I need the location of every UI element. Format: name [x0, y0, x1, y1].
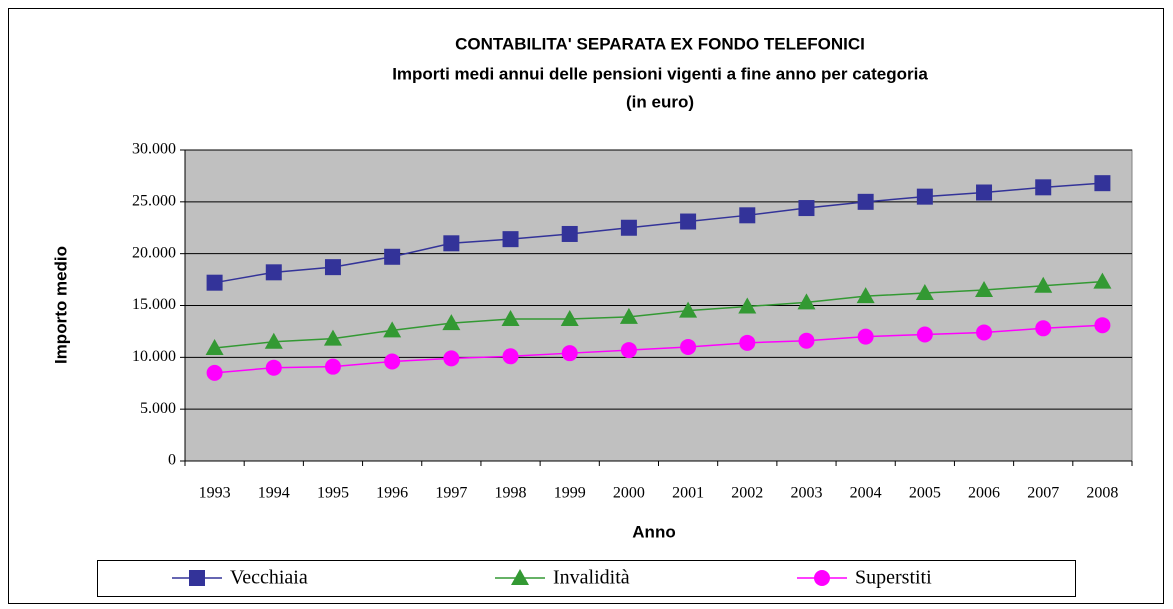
marker — [619, 307, 638, 324]
marker — [1094, 175, 1111, 192]
marker — [739, 207, 756, 224]
marker — [680, 338, 697, 355]
marker — [1035, 179, 1052, 196]
marker — [620, 219, 637, 236]
x-tick-label: 2003 — [790, 485, 822, 502]
y-axis-label: Importo medio — [51, 246, 70, 364]
x-tick-label: 2008 — [1086, 485, 1118, 502]
marker — [857, 328, 874, 345]
marker — [1093, 272, 1112, 289]
marker — [620, 342, 637, 359]
marker — [443, 235, 460, 252]
marker — [206, 274, 223, 291]
x-tick-label: 1994 — [258, 485, 290, 502]
marker — [975, 280, 994, 297]
marker — [680, 213, 697, 230]
legend — [97, 560, 1076, 597]
marker — [511, 569, 529, 585]
x-tick-label: 2006 — [968, 485, 1000, 502]
marker — [814, 570, 830, 586]
marker — [384, 353, 401, 370]
marker — [738, 297, 757, 314]
marker — [502, 348, 519, 365]
marker — [501, 309, 520, 326]
marker — [1034, 276, 1053, 293]
x-tick-label: 2002 — [731, 485, 763, 502]
x-tick-label: 1995 — [317, 485, 349, 502]
x-tick-label: 1996 — [376, 485, 408, 502]
marker — [560, 309, 579, 326]
marker — [264, 332, 283, 349]
marker — [265, 264, 282, 281]
x-tick-label: 2005 — [909, 485, 941, 502]
series-line — [214, 182, 1103, 284]
marker — [916, 188, 933, 205]
marker — [797, 293, 816, 310]
marker — [502, 231, 519, 248]
marker — [265, 359, 282, 376]
marker — [205, 339, 224, 356]
x-tick-label: 1998 — [495, 485, 527, 502]
marker — [442, 314, 461, 331]
marker — [857, 193, 874, 210]
marker — [798, 200, 815, 217]
x-tick-label: 1999 — [554, 485, 586, 502]
marker — [384, 248, 401, 265]
y-tick-label: 10.000 — [132, 348, 176, 365]
marker — [739, 334, 756, 351]
marker — [976, 324, 993, 341]
marker — [324, 358, 341, 375]
marker — [206, 364, 223, 381]
marker — [383, 321, 402, 338]
x-tick-label: 2004 — [850, 485, 882, 502]
marker — [561, 345, 578, 362]
marker — [1035, 320, 1052, 337]
chart-title: (in euro) — [626, 92, 694, 111]
y-tick-label: 20.000 — [132, 244, 176, 261]
marker — [798, 332, 815, 349]
marker — [679, 301, 698, 318]
marker — [976, 184, 993, 201]
legend-label: Invalidità — [553, 567, 630, 589]
x-tick-label: 2001 — [672, 485, 704, 502]
marker — [915, 284, 934, 301]
chart-title: CONTABILITA' SEPARATA EX FONDO TELEFONIC… — [455, 34, 865, 53]
y-tick-label: 5.000 — [140, 400, 176, 417]
marker — [323, 329, 342, 346]
y-tick-label: 30.000 — [132, 141, 176, 158]
y-tick-label: 0 — [168, 452, 176, 469]
y-tick-label: 25.000 — [132, 193, 176, 210]
marker — [443, 350, 460, 367]
marker — [916, 326, 933, 343]
legend-label: Vecchiaia — [230, 567, 308, 589]
marker — [324, 259, 341, 276]
x-axis-label: Anno — [632, 522, 675, 541]
y-tick-label: 15.000 — [132, 296, 176, 313]
x-tick-label: 2000 — [613, 485, 645, 502]
marker — [856, 287, 875, 304]
marker — [1094, 317, 1111, 334]
x-tick-label: 2007 — [1027, 485, 1059, 502]
x-tick-label: 1997 — [435, 485, 467, 502]
series-line — [214, 324, 1103, 374]
legend-label: Superstiti — [855, 567, 932, 589]
chart-title: Importi medi annui delle pensioni vigent… — [392, 64, 928, 83]
marker — [561, 225, 578, 242]
marker — [189, 570, 205, 586]
series-line — [214, 280, 1103, 349]
x-tick-label: 1993 — [199, 485, 231, 502]
